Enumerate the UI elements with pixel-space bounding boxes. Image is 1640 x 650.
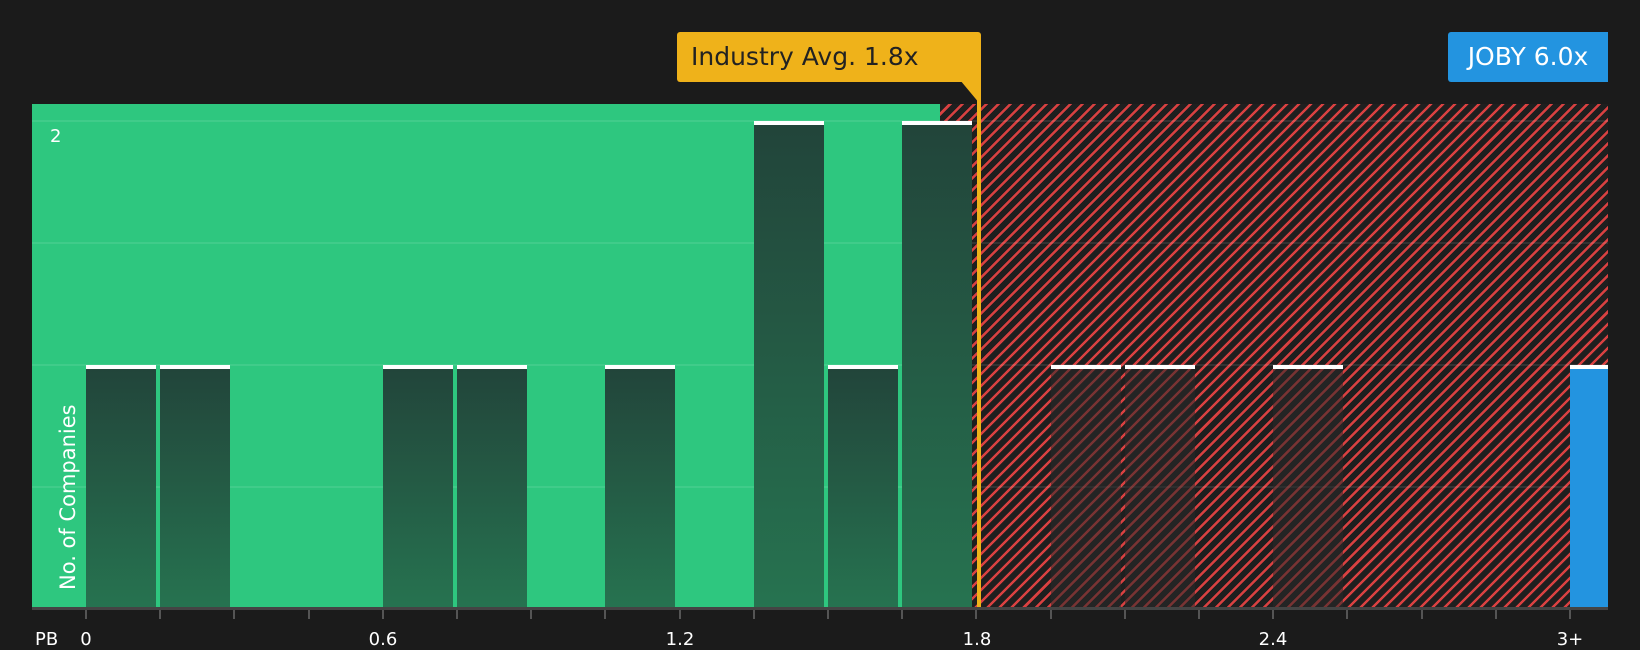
x-tick-mark xyxy=(827,610,829,619)
company-bar xyxy=(1570,365,1608,609)
x-axis-line xyxy=(32,607,1608,610)
bar-cap xyxy=(86,365,156,369)
x-tick-mark xyxy=(381,610,384,619)
histogram-bar xyxy=(605,365,676,609)
bar-cap xyxy=(753,121,824,125)
x-tick-mark xyxy=(901,610,904,619)
histogram-bar xyxy=(86,365,156,609)
histogram-bar xyxy=(382,365,453,609)
bar-cap xyxy=(902,121,973,125)
bar-cap xyxy=(1050,365,1121,369)
x-tick-mark xyxy=(233,610,236,619)
x-tick-label: 1.2 xyxy=(665,629,695,650)
x-tick-mark xyxy=(530,610,533,619)
bar-cap xyxy=(1570,365,1608,369)
x-tick-label: 2.4 xyxy=(1258,629,1288,650)
chart-plot-area xyxy=(32,74,1608,609)
histogram-bar xyxy=(1050,365,1121,609)
x-tick-mark xyxy=(1123,610,1126,619)
bar-cap xyxy=(1124,365,1195,369)
industry-average-badge: Industry Avg. 1.8x xyxy=(677,32,981,82)
x-tick-mark xyxy=(752,610,755,619)
bar-cap xyxy=(457,365,527,369)
x-tick-mark xyxy=(159,610,162,619)
x-tick-label: 0 xyxy=(80,629,92,650)
x-tick-label: 1.8 xyxy=(962,629,992,650)
x-tick-mark xyxy=(975,610,978,619)
x-tick-mark xyxy=(456,610,458,619)
x-tick-mark xyxy=(85,610,87,619)
bar-cap xyxy=(1273,365,1344,369)
bar-cap xyxy=(828,365,898,369)
overvalued-zone xyxy=(940,104,1608,609)
x-axis-label: PB xyxy=(35,629,59,650)
x-tick-mark xyxy=(1494,610,1497,619)
industry-average-pointer xyxy=(960,80,980,104)
x-tick-mark xyxy=(1420,610,1423,619)
x-tick-mark xyxy=(1049,610,1052,619)
histogram-bar xyxy=(753,121,824,609)
y-tick-label: 2 xyxy=(50,126,62,147)
bar-cap xyxy=(605,365,676,369)
x-tick-mark xyxy=(678,610,681,619)
company-value-badge: JOBY 6.0x xyxy=(1448,32,1608,82)
x-tick-label: 3+ xyxy=(1556,629,1584,650)
x-tick-mark xyxy=(1569,610,1571,619)
x-tick-mark xyxy=(307,610,310,619)
x-tick-mark xyxy=(1272,610,1275,619)
histogram-bar xyxy=(902,121,973,609)
y-axis-label: No. of Companies xyxy=(56,404,80,590)
histogram-bar xyxy=(457,365,527,609)
industry-average-line xyxy=(977,74,981,609)
histogram-bar xyxy=(1273,365,1344,609)
histogram-bar xyxy=(828,365,898,609)
x-tick-label: 0.6 xyxy=(368,629,398,650)
x-tick-mark xyxy=(1198,610,1200,619)
x-tick-mark xyxy=(604,610,607,619)
histogram-bar xyxy=(1124,365,1195,609)
histogram-bar xyxy=(160,365,231,609)
bar-cap xyxy=(160,365,231,369)
x-tick-mark xyxy=(1346,610,1349,619)
bar-cap xyxy=(382,365,453,369)
